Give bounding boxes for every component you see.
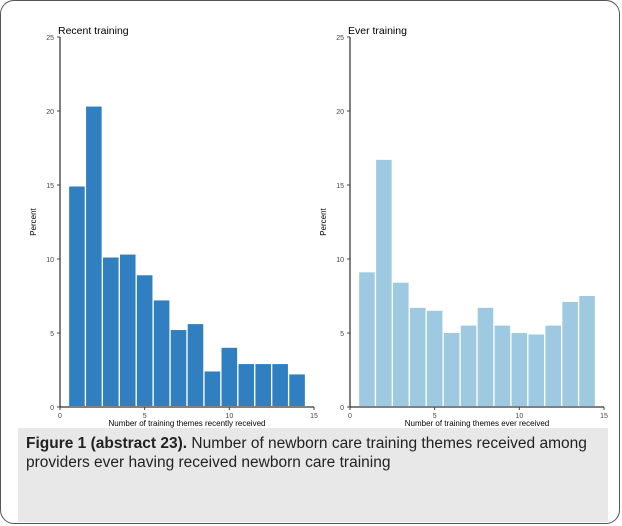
y-axis-label: Percent xyxy=(29,207,38,235)
y-tick-label: 20 xyxy=(336,109,344,116)
y-tick-label: 25 xyxy=(336,35,344,42)
x-tick-label: 10 xyxy=(515,413,523,420)
y-tick-label: 10 xyxy=(46,257,54,264)
bar xyxy=(103,257,119,406)
x-tick-label: 0 xyxy=(58,413,62,420)
bar xyxy=(477,307,494,406)
bar xyxy=(119,254,136,406)
bar xyxy=(187,324,204,406)
y-tick-label: 0 xyxy=(50,405,54,412)
bar xyxy=(511,333,528,406)
y-tick-label: 15 xyxy=(46,183,54,190)
caption-label: Figure 1 (abstract 23). xyxy=(26,435,188,452)
y-tick-label: 20 xyxy=(46,109,54,116)
x-tick-label: 5 xyxy=(433,413,437,420)
y-tick-label: 0 xyxy=(340,405,344,412)
bar xyxy=(494,325,511,406)
chart-title: Recent training xyxy=(58,25,129,37)
bar xyxy=(579,296,595,406)
x-tick-label: 0 xyxy=(348,413,352,420)
x-tick-label: 5 xyxy=(143,413,147,420)
y-axis-label: Percent xyxy=(319,207,328,235)
bar xyxy=(170,330,187,406)
y-tick-label: 25 xyxy=(46,35,54,42)
y-tick-label: 15 xyxy=(336,183,344,190)
bar xyxy=(409,307,426,406)
plot-ever-training: 0 5 10 15 20 25 0 5 10 15 Number of training theme… xyxy=(319,35,608,428)
bar xyxy=(393,282,409,406)
bar xyxy=(545,325,561,406)
y-tick-label: 5 xyxy=(50,331,54,338)
bar xyxy=(528,334,545,406)
bar xyxy=(86,106,102,406)
x-tick-label: 10 xyxy=(225,413,233,420)
bar xyxy=(426,310,443,406)
bar xyxy=(460,325,477,406)
bar xyxy=(376,159,392,406)
bar xyxy=(153,300,170,406)
bar xyxy=(562,301,578,406)
figure-caption: Figure 1 (abstract 23). Number of newbor… xyxy=(18,428,608,522)
bar xyxy=(443,333,460,406)
chart-ever-training: Ever training 0 5 10 15 20 25 0 5 10 15 Number of … xyxy=(304,22,609,428)
bar xyxy=(289,374,305,406)
bar xyxy=(221,347,238,406)
x-axis-label: Number of training themes recently recei… xyxy=(109,419,266,428)
bar xyxy=(238,364,255,406)
y-tick-label: 10 xyxy=(336,257,344,264)
bar xyxy=(359,272,375,406)
y-tick-label: 5 xyxy=(340,331,344,338)
plot-recent-training: 0 5 10 15 20 25 0 5 10 15 Number of training theme… xyxy=(29,35,318,428)
caption-text: Number of newborn care training themes r… xyxy=(26,435,587,471)
chart-title: Ever training xyxy=(348,25,407,37)
bar xyxy=(255,364,271,406)
bar xyxy=(69,186,85,406)
x-tick-label: 15 xyxy=(600,413,608,420)
x-axis-label: Number of training themes ever received xyxy=(405,419,550,428)
chart-recent-training: Recent training 0 5 10 15 20 25 0 5 10 15 Number o… xyxy=(14,22,319,428)
bar xyxy=(272,364,288,406)
bar xyxy=(136,275,153,406)
bar xyxy=(204,371,221,406)
x-tick-label: 15 xyxy=(310,413,318,420)
